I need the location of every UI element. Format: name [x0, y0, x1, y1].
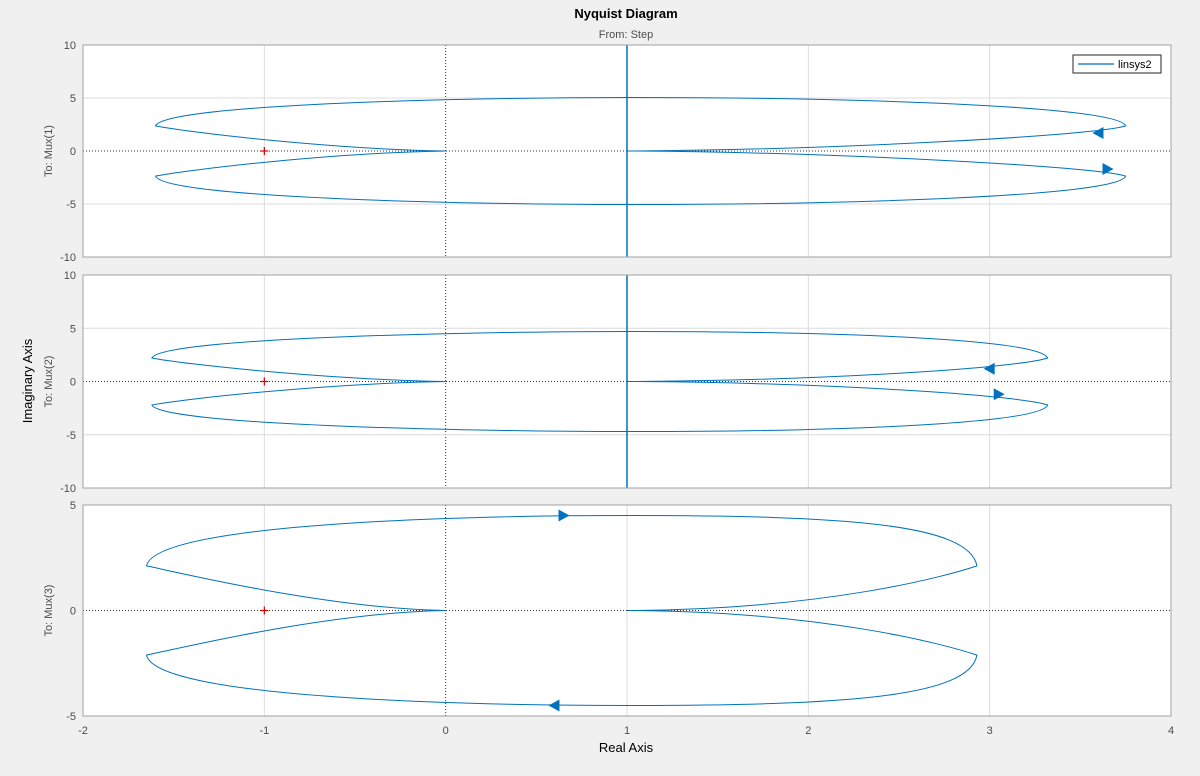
x-tick-label: -2 — [78, 725, 88, 737]
y-axis-label: Imaginary Axis — [20, 338, 35, 423]
direction-arrow — [1092, 126, 1104, 139]
row-label: To: Mux(1) — [43, 125, 55, 177]
plot-frame — [82, 274, 1172, 489]
panel-3: 5 0 -5 To: Mux(3) -2 -1 0 1 2 3 4 — [43, 500, 1174, 737]
x-tick-label: 1 — [624, 725, 630, 737]
y-tick-label: 5 — [70, 93, 76, 105]
plot-frame — [82, 44, 1172, 258]
y-tick-label: 0 — [70, 377, 76, 389]
x-tick-label: -1 — [259, 725, 269, 737]
row-label: To: Mux(3) — [43, 585, 55, 637]
plot-frame — [82, 504, 1172, 717]
direction-arrow — [993, 388, 1005, 401]
y-tick-label: -10 — [60, 252, 76, 264]
y-tick-label: -5 — [66, 711, 76, 723]
x-tick-label: 4 — [1168, 725, 1174, 737]
y-tick-label: 10 — [64, 40, 76, 52]
direction-arrow — [558, 509, 570, 522]
legend-box — [1072, 54, 1162, 74]
row-label: To: Mux(2) — [43, 356, 55, 408]
y-tick-label: 5 — [70, 323, 76, 335]
nyquist-curve-lower — [154, 150, 1127, 206]
y-tick-label: -5 — [66, 430, 76, 442]
chart-title: Nyquist Diagram — [574, 6, 677, 21]
y-tick-label: 5 — [70, 500, 76, 512]
panel-2: 10 5 0 -5 -10 To: Mux(2) — [43, 270, 1172, 495]
direction-arrow — [1102, 163, 1114, 176]
nyquist-curve-upper — [154, 96, 1127, 152]
direction-arrow — [548, 699, 560, 712]
legend-label: linsys2 — [1118, 59, 1152, 71]
y-tick-label: 0 — [70, 606, 76, 618]
y-tick-label: -5 — [66, 199, 76, 211]
nyquist-curve-upper — [145, 515, 978, 611]
chart-subtitle: From: Step — [599, 29, 653, 41]
y-tick-label: 0 — [70, 146, 76, 158]
x-axis-label: Real Axis — [599, 740, 654, 755]
y-tick-label: 10 — [64, 270, 76, 282]
x-tick-label: 2 — [805, 725, 811, 737]
legend: linsys2 — [1072, 54, 1162, 74]
x-tick-label: 3 — [987, 725, 993, 737]
nyquist-curve-lower — [145, 610, 978, 706]
y-tick-label: -10 — [60, 483, 76, 495]
panel-1: 10 5 0 -5 -10 To: Mux(1) linsys2 — [43, 40, 1172, 264]
x-tick-label: 0 — [443, 725, 449, 737]
direction-arrow — [983, 362, 995, 375]
